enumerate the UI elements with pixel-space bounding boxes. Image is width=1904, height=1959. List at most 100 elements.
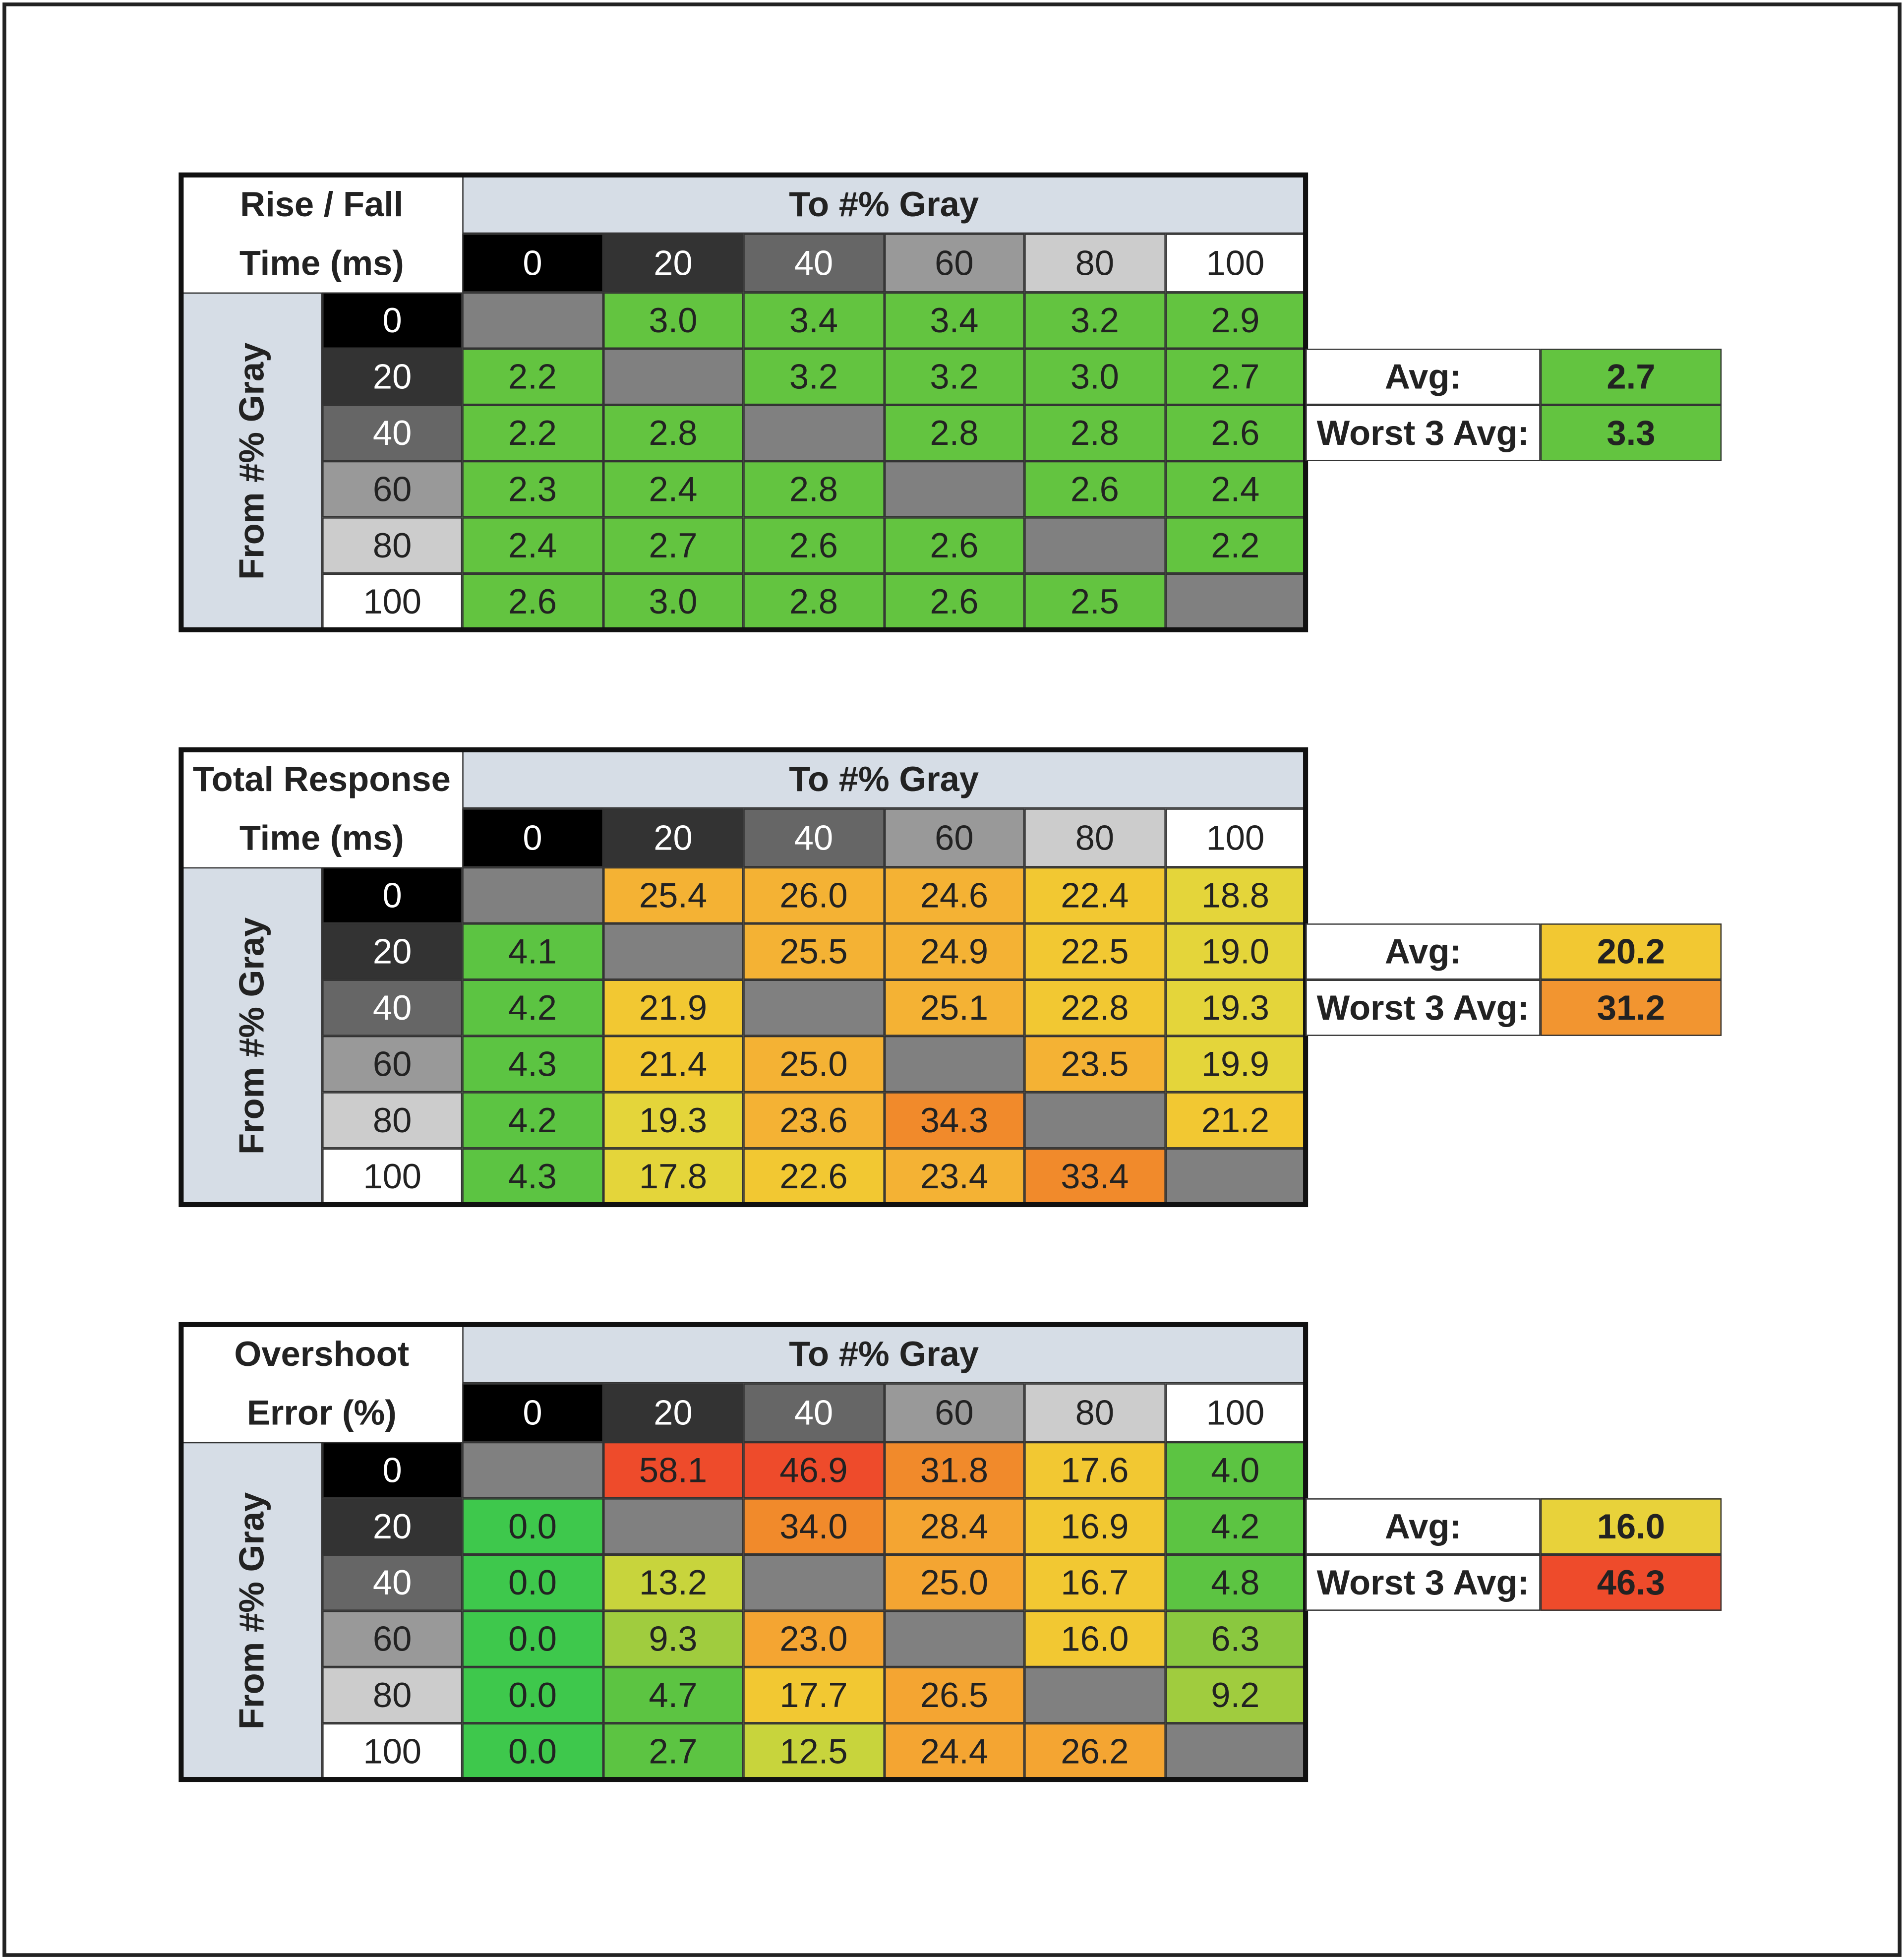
data-cell: 2.7 [1165, 348, 1306, 405]
data-cell [743, 405, 884, 461]
data-cell: 12.5 [743, 1723, 884, 1780]
data-cell: 25.0 [743, 1036, 884, 1093]
table-title: Overshoot [181, 1324, 463, 1384]
data-cell: 4.3 [462, 1036, 603, 1093]
data-cell: 2.8 [743, 573, 884, 630]
col-label: 40 [743, 234, 884, 293]
data-cell [602, 348, 744, 405]
data-cell [462, 292, 603, 349]
data-cell: 2.5 [1024, 573, 1165, 630]
row-label: 40 [322, 1554, 463, 1611]
table-title: Error (%) [181, 1383, 463, 1442]
data-cell: 24.4 [884, 1723, 1025, 1780]
data-cell: 24.6 [884, 867, 1025, 924]
data-cell [1165, 573, 1306, 630]
data-cell: 22.5 [1024, 923, 1165, 980]
col-header: To #% Gray [462, 1324, 1306, 1384]
row-label: 20 [322, 923, 463, 980]
table-title: Rise / Fall [181, 175, 463, 234]
data-cell: 23.5 [1024, 1036, 1165, 1093]
data-cell: 16.0 [1024, 1610, 1165, 1667]
data-cell: 6.3 [1165, 1610, 1306, 1667]
row-header: From #% Gray [181, 867, 323, 1205]
data-cell: 4.2 [462, 980, 603, 1036]
summary-value: 20.2 [1540, 923, 1722, 980]
col-label: 100 [1165, 1383, 1306, 1442]
data-cell: 0.0 [462, 1498, 603, 1555]
data-cell: 3.4 [884, 292, 1025, 349]
data-cell: 2.4 [462, 517, 603, 574]
data-cell: 3.4 [743, 292, 884, 349]
row-label: 100 [322, 1148, 463, 1205]
col-label: 40 [743, 808, 884, 867]
data-cell: 28.4 [884, 1498, 1025, 1555]
data-cell: 22.6 [743, 1148, 884, 1205]
data-cell: 0.0 [462, 1667, 603, 1723]
table-title: Time (ms) [181, 808, 463, 867]
data-cell [743, 1554, 884, 1611]
row-label: 20 [322, 348, 463, 405]
row-header: From #% Gray [181, 1442, 323, 1780]
col-label: 20 [602, 234, 744, 293]
data-cell: 25.1 [884, 980, 1025, 1036]
data-cell: 22.8 [1024, 980, 1165, 1036]
summary-value: 16.0 [1540, 1498, 1722, 1555]
data-cell [1165, 1723, 1306, 1780]
col-label: 80 [1024, 1383, 1165, 1442]
data-cell: 2.8 [884, 405, 1025, 461]
data-cell: 18.8 [1165, 867, 1306, 924]
data-cell: 16.7 [1024, 1554, 1165, 1611]
data-cell: 0.0 [462, 1723, 603, 1780]
col-header: To #% Gray [462, 749, 1306, 809]
data-cell [1165, 1148, 1306, 1205]
data-cell: 21.2 [1165, 1092, 1306, 1149]
data-cell: 2.7 [602, 517, 744, 574]
data-cell: 2.4 [602, 461, 744, 518]
data-cell: 23.6 [743, 1092, 884, 1149]
summary-label: Worst 3 Avg: [1306, 980, 1541, 1036]
data-cell [1024, 517, 1165, 574]
data-cell: 4.0 [1165, 1442, 1306, 1499]
summary-label: Avg: [1306, 1498, 1541, 1555]
summary-label: Avg: [1306, 923, 1541, 980]
row-label: 0 [322, 1442, 463, 1499]
data-cell: 3.0 [1024, 348, 1165, 405]
col-label: 60 [884, 808, 1025, 867]
row-label: 40 [322, 980, 463, 1036]
data-cell: 21.4 [602, 1036, 744, 1093]
summary-label: Worst 3 Avg: [1306, 1554, 1541, 1611]
data-cell: 2.2 [1165, 517, 1306, 574]
data-cell [884, 461, 1025, 518]
data-cell: 46.9 [743, 1442, 884, 1499]
data-cell: 2.3 [462, 461, 603, 518]
data-cell: 26.5 [884, 1667, 1025, 1723]
data-cell: 26.2 [1024, 1723, 1165, 1780]
data-cell [884, 1610, 1025, 1667]
data-cell: 9.2 [1165, 1667, 1306, 1723]
data-cell: 16.9 [1024, 1498, 1165, 1555]
row-label: 60 [322, 1610, 463, 1667]
data-cell: 2.2 [462, 348, 603, 405]
row-label: 20 [322, 1498, 463, 1555]
data-cell: 17.8 [602, 1148, 744, 1205]
data-cell [602, 923, 744, 980]
col-label: 0 [462, 808, 603, 867]
data-cell: 34.3 [884, 1092, 1025, 1149]
col-label: 60 [884, 234, 1025, 293]
row-header-text: From #% Gray [232, 917, 271, 1155]
col-label: 100 [1165, 234, 1306, 293]
data-cell: 21.9 [602, 980, 744, 1036]
data-cell: 2.6 [884, 573, 1025, 630]
data-cell: 3.2 [884, 348, 1025, 405]
data-cell: 25.5 [743, 923, 884, 980]
col-label: 80 [1024, 234, 1165, 293]
row-label: 60 [322, 1036, 463, 1093]
row-label: 40 [322, 405, 463, 461]
data-cell [1024, 1667, 1165, 1723]
row-label: 0 [322, 867, 463, 924]
data-cell [884, 1036, 1025, 1093]
data-cell: 31.8 [884, 1442, 1025, 1499]
